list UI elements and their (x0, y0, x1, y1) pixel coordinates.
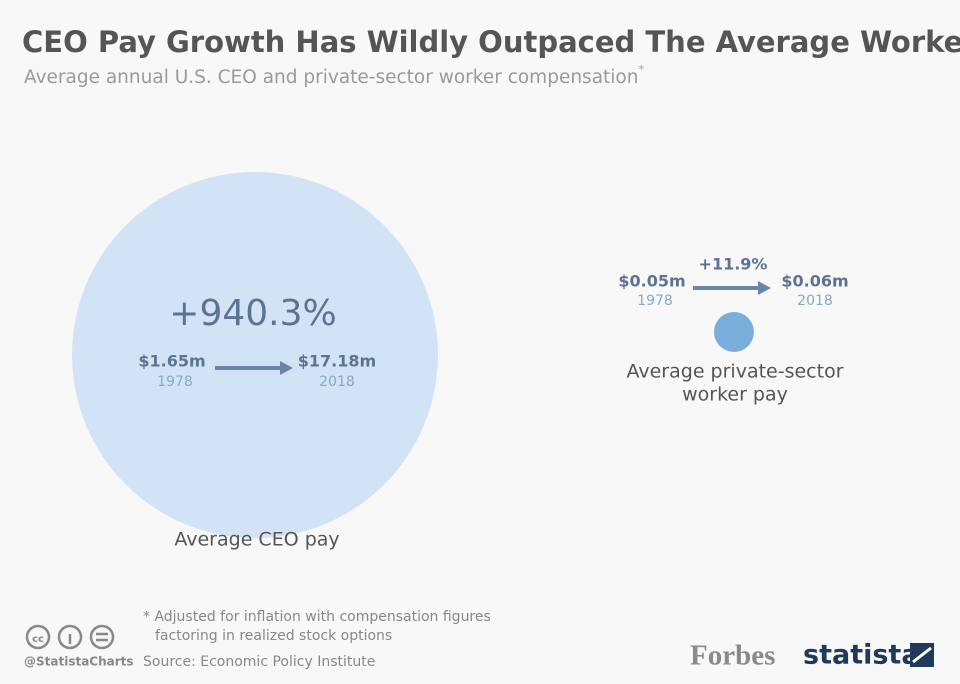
note: factoring in realized stock options (155, 628, 392, 644)
note: * Adjusted for inflation with compensati… (143, 609, 491, 625)
partner-logo: Forbes (690, 640, 775, 672)
ceo-to: $17.18m (298, 352, 376, 371)
ceo-change: +940.3% (169, 293, 336, 334)
ceo-from: $1.65m (138, 352, 205, 371)
worker-bubble (714, 312, 754, 352)
license-icons (25, 624, 115, 650)
source: Source: Economic Policy Institute (143, 654, 375, 670)
worker-label: Average private-sector (626, 361, 843, 383)
worker-to-year: 2018 (797, 293, 833, 309)
subtitle: Average annual U.S. CEO and private-sect… (24, 63, 644, 88)
worker-label: worker pay (682, 384, 788, 406)
arrow-head (758, 281, 771, 295)
subtitle-text: Average annual U.S. CEO and private-sect… (24, 67, 638, 88)
subtitle-mark: * (638, 63, 644, 76)
handle: @StatistaCharts (24, 655, 134, 669)
brand-logo: statista (803, 640, 920, 671)
title: CEO Pay Growth Has Wildly Outpaced The A… (22, 25, 960, 59)
ceo-to-year: 2018 (319, 374, 355, 390)
worker-from: $0.05m (618, 272, 685, 291)
worker-change: +11.9% (699, 255, 768, 274)
ceo-from-year: 1978 (157, 374, 193, 390)
worker-to: $0.06m (781, 272, 848, 291)
ceo-label: Average CEO pay (174, 529, 339, 551)
ceo-bubble (72, 172, 438, 538)
brand-mark-stroke (912, 646, 932, 664)
cc-icon-text: cc (32, 634, 44, 645)
worker-from-year: 1978 (637, 293, 673, 309)
arrow-head (280, 361, 293, 375)
